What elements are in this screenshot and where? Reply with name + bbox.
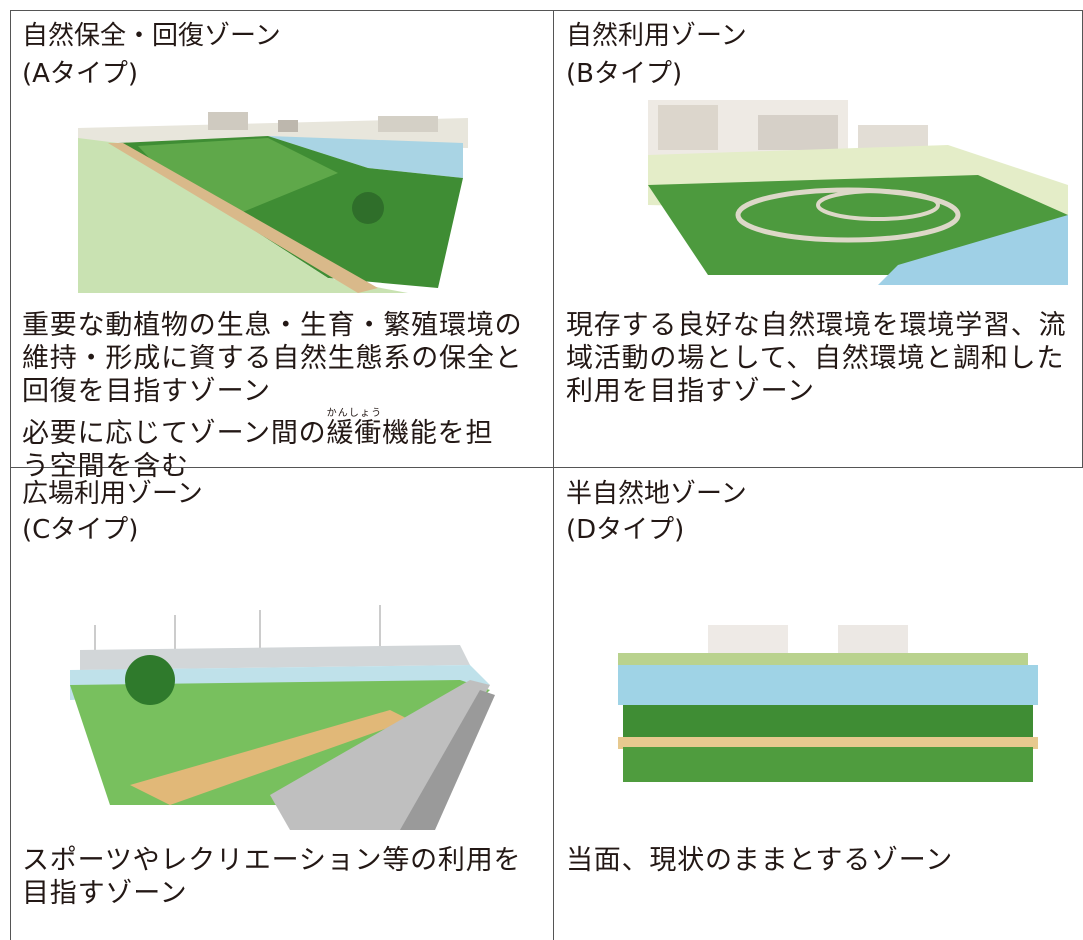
description-line: 重要な動植物の生息・生育・繁殖環境の [22, 310, 523, 341]
cell-type: (Cタイプ) [22, 515, 139, 545]
note-text: 機能を担 [382, 418, 494, 449]
description: 現存する良好な自然環境を環境学習、流 域活動の場として、自然環境と調和した 利用… [566, 309, 1066, 408]
cell-title: 自然保全・回復ゾーン [22, 21, 281, 51]
ruby-base: 緩衝 [326, 418, 383, 449]
description-line: 目指すゾーン [22, 878, 188, 909]
illustration-c [70, 605, 495, 830]
note-line: 必要に応じてゾーン間の緩衝かんしょう機能を担 [22, 408, 522, 450]
ruby-text: かんしょう [326, 408, 383, 419]
description-line: 当面、現状のままとするゾーン [566, 845, 954, 876]
cell-type: (Aタイプ) [22, 59, 139, 89]
description: 当面、現状のままとするゾーン [566, 844, 953, 877]
note-text: 必要に応じてゾーン間の [22, 418, 327, 449]
cell-title: 自然利用ゾーン [566, 21, 747, 51]
note-line: う空間を含む [22, 451, 189, 482]
cell-type: (Bタイプ) [566, 59, 683, 89]
description-line: 域活動の場として、自然環境と調和した [566, 343, 1065, 374]
border-top [10, 10, 1083, 11]
cell-title: 広場利用ゾーン [22, 479, 203, 509]
illustration-d [618, 625, 1038, 782]
divider-horizontal [10, 467, 1083, 468]
ruby: 緩衝かんしょう [326, 408, 383, 449]
description-line: 現存する良好な自然環境を環境学習、流 [566, 310, 1067, 341]
illustration-a [78, 112, 468, 293]
divider-vertical [553, 10, 554, 940]
description: スポーツやレクリエーション等の利用を 目指すゾーン [22, 844, 521, 910]
description-line: 維持・形成に資する自然生態系の保全と [22, 343, 523, 374]
illustration-b [648, 100, 1068, 285]
description-line: スポーツやレクリエーション等の利用を [22, 845, 522, 876]
description-line: 利用を目指すゾーン [566, 376, 815, 407]
cell-title: 半自然地ゾーン [566, 479, 747, 509]
description-line: 回復を目指すゾーン [22, 376, 271, 407]
cell-type: (Dタイプ) [566, 515, 685, 545]
border-left [10, 10, 11, 940]
description: 重要な動植物の生息・生育・繁殖環境の 維持・形成に資する自然生態系の保全と 回復… [22, 309, 522, 483]
